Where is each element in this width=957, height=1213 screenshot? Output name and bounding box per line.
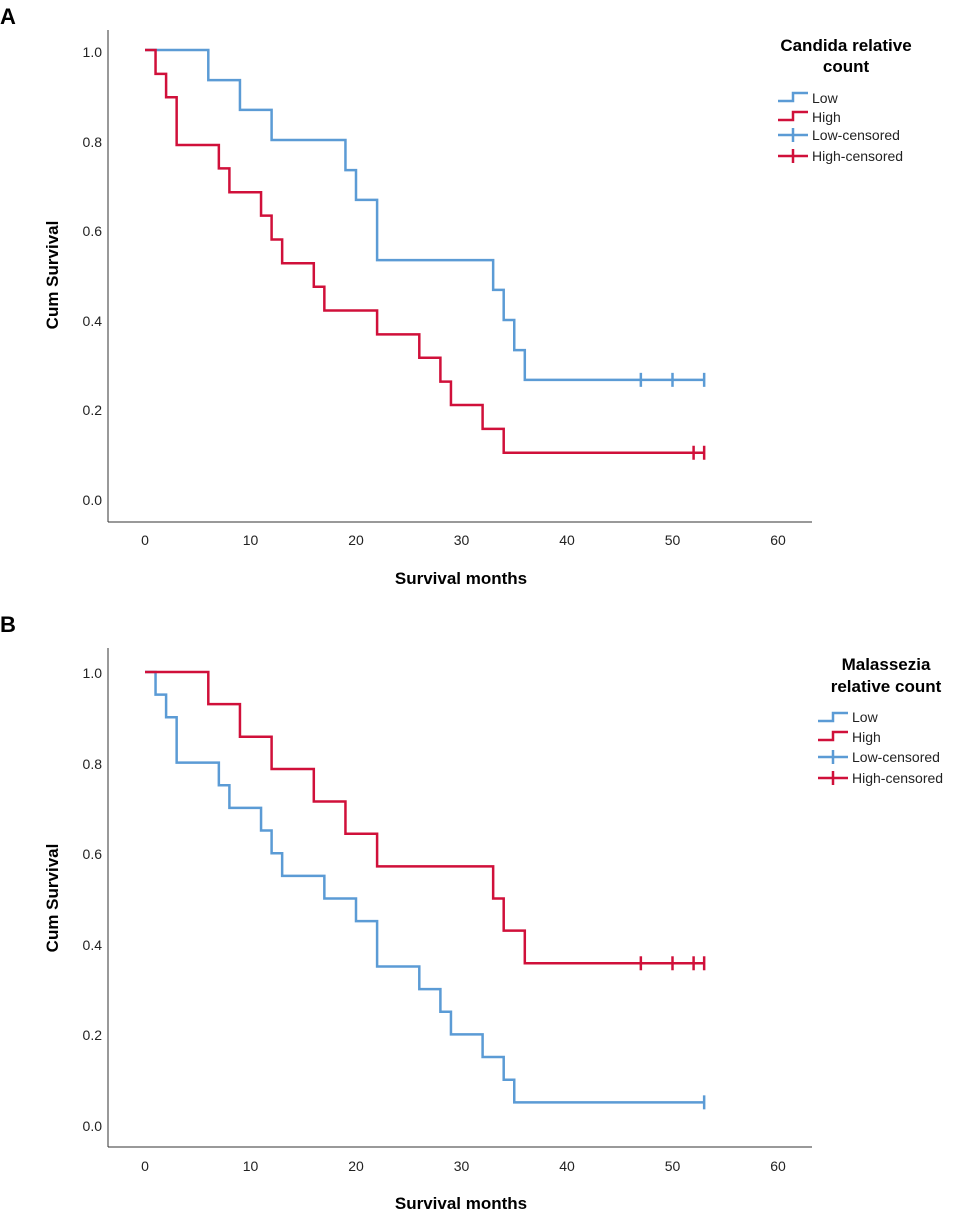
panel-a: A 0.0 0.2 0.4 0.6 0.8 1.0 0 10 20 30 40 …	[0, 4, 912, 588]
x-tick-label: 20	[348, 532, 364, 548]
x-tick-label: 10	[243, 1158, 259, 1174]
x-tick-label: 50	[665, 532, 681, 548]
legend-label-low: Low	[852, 709, 879, 725]
panel-b-series	[145, 670, 706, 1110]
y-tick-label: 0.4	[83, 313, 103, 329]
x-tick-label: 30	[454, 532, 470, 548]
survival-curve-low	[145, 48, 705, 382]
legend-label-high-censored: High-censored	[812, 148, 903, 164]
y-tick-label: 0.2	[83, 1027, 103, 1043]
x-tick-label: 0	[141, 532, 149, 548]
y-tick-label: 0.0	[83, 492, 103, 508]
y-tick-label: 0.8	[83, 756, 103, 772]
legend-title-line: Candida relative	[780, 36, 911, 55]
x-tick-label: 0	[141, 1158, 149, 1174]
panel-a-x-ticks: 0 10 20 30 40 50 60	[141, 532, 786, 548]
legend-swatch-low	[818, 711, 848, 723]
legend-items: Low High Low-censored High-censored	[778, 90, 903, 164]
legend-label-low-censored: Low-censored	[812, 127, 900, 143]
panel-a-x-axis-title: Survival months	[395, 569, 527, 588]
survival-curve-low	[145, 670, 705, 1104]
panel-b-legend: Malassezia relative count Low High Low-c…	[818, 655, 943, 786]
legend-label-high: High	[812, 109, 841, 125]
legend-title-line: relative count	[831, 677, 942, 696]
survival-curve-high	[145, 670, 705, 965]
legend-swatch-high	[778, 110, 808, 122]
panel-b-x-ticks: 0 10 20 30 40 50 60	[141, 1158, 786, 1174]
y-tick-label: 1.0	[83, 44, 103, 60]
legend-swatch-low-censored	[818, 750, 848, 764]
legend-title-line: count	[823, 57, 870, 76]
survival-curve-high	[145, 48, 705, 454]
x-tick-label: 60	[770, 532, 786, 548]
panel-b-letter: B	[0, 612, 16, 637]
panel-a-series	[145, 48, 706, 460]
panel-b-y-axis-title: Cum Survival	[43, 844, 62, 953]
y-tick-label: 0.6	[83, 846, 103, 862]
legend-label-high-censored: High-censored	[852, 770, 943, 786]
x-tick-label: 10	[243, 532, 259, 548]
x-tick-label: 40	[559, 1158, 575, 1174]
legend-label-low-censored: Low-censored	[852, 749, 940, 765]
legend-swatch-high-censored	[818, 771, 848, 785]
x-tick-label: 30	[454, 1158, 470, 1174]
legend-label-low: Low	[812, 90, 839, 106]
legend-swatch-low	[778, 91, 808, 103]
panel-a-y-ticks: 0.0 0.2 0.4 0.6 0.8 1.0	[83, 44, 103, 508]
x-tick-label: 60	[770, 1158, 786, 1174]
panel-b: B 0.0 0.2 0.4 0.6 0.8 1.0 0 10 20 30 40 …	[0, 612, 943, 1213]
y-tick-label: 0.0	[83, 1118, 103, 1134]
legend-label-high: High	[852, 729, 881, 745]
panel-a-legend: Candida relative count Low High Low-cens…	[778, 36, 912, 164]
panel-a-letter: A	[0, 4, 16, 29]
legend-swatch-low-censored	[778, 128, 808, 142]
x-tick-label: 20	[348, 1158, 364, 1174]
y-tick-label: 0.4	[83, 937, 103, 953]
x-tick-label: 40	[559, 532, 575, 548]
legend-title-line: Malassezia	[842, 655, 931, 674]
legend-swatch-high-censored	[778, 149, 808, 163]
x-tick-label: 50	[665, 1158, 681, 1174]
y-tick-label: 0.2	[83, 402, 103, 418]
panel-b-y-ticks: 0.0 0.2 0.4 0.6 0.8 1.0	[83, 665, 103, 1134]
legend-swatch-high	[818, 730, 848, 742]
y-tick-label: 1.0	[83, 665, 103, 681]
y-tick-label: 0.8	[83, 134, 103, 150]
panel-b-x-axis-title: Survival months	[395, 1194, 527, 1213]
legend-items: Low High Low-censored High-censored	[818, 709, 943, 786]
panel-a-y-axis-title: Cum Survival	[43, 221, 62, 330]
y-tick-label: 0.6	[83, 223, 103, 239]
